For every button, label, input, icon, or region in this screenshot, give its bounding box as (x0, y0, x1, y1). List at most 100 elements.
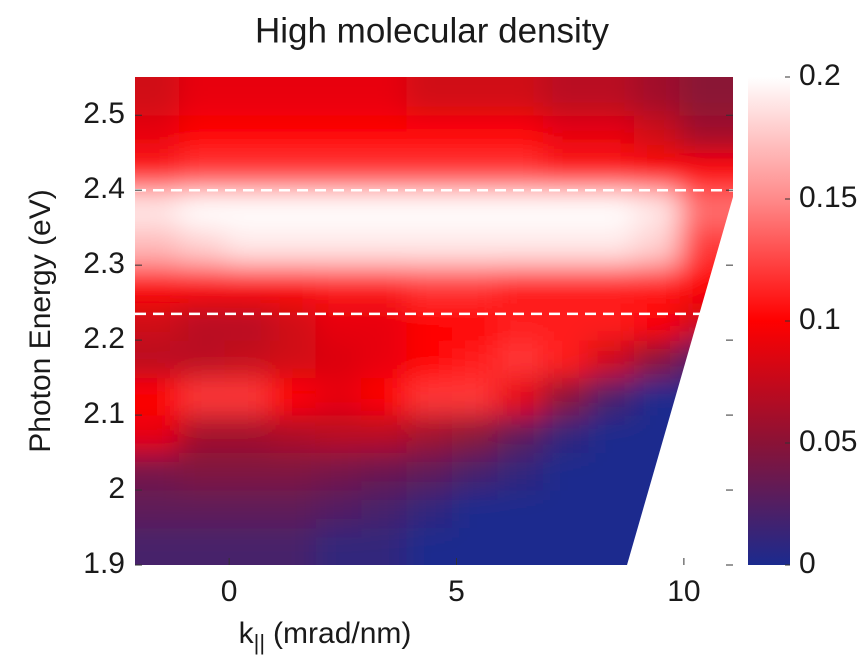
heat-cell (542, 152, 589, 191)
heat-cell (270, 152, 317, 191)
heat-cell (497, 527, 544, 565)
heat-cell (542, 452, 589, 491)
heat-cell (542, 340, 589, 379)
heat-cell (270, 227, 317, 266)
heat-cell (679, 152, 733, 191)
heat-cell (270, 265, 317, 304)
heat-cell (315, 302, 362, 341)
heat-cell (451, 77, 498, 116)
y-axis-label: Photon Energy (eV) (24, 189, 57, 452)
heat-cell (588, 302, 635, 341)
heat-cell (224, 265, 271, 304)
heat-cell (315, 115, 362, 154)
heat-cell (497, 490, 544, 529)
heat-cell (270, 452, 317, 491)
heat-cell (135, 77, 180, 116)
heat-cell (315, 265, 362, 304)
heat-cell (361, 340, 407, 379)
heat-cell (270, 340, 317, 379)
heat-cell (451, 340, 498, 379)
heat-cell (179, 340, 226, 379)
heat-cell (542, 490, 589, 529)
heat-cell (406, 452, 453, 491)
heat-cell (451, 527, 498, 565)
heat-cell (135, 227, 180, 266)
heat-cell (542, 527, 589, 565)
heat-cell (179, 377, 226, 416)
heat-cell (497, 190, 544, 229)
heat-cell (135, 490, 180, 529)
colorbar (748, 77, 790, 565)
heat-cell (633, 190, 680, 229)
heat-cell (179, 452, 226, 491)
heat-cell (588, 77, 635, 116)
heat-cell (588, 152, 635, 191)
heat-cell (224, 490, 271, 529)
heat-cell (542, 265, 589, 304)
heat-cell (451, 415, 498, 454)
heat-cell (135, 415, 180, 454)
heat-cell (361, 452, 407, 491)
heat-cell (224, 227, 271, 266)
heat-cell (497, 77, 544, 116)
heat-cell (451, 227, 498, 266)
heat-cell (588, 340, 635, 379)
heat-cell (497, 152, 544, 191)
heat-cell (179, 152, 226, 191)
heat-cell (135, 340, 180, 379)
colorbar-tick-label: 0.05 (799, 425, 857, 458)
heat-cell (179, 527, 226, 565)
heat-cell (679, 77, 733, 116)
heat-cell (451, 377, 498, 416)
x-axis-label: k|| (mrad/nm) (239, 617, 412, 655)
heat-cell (542, 77, 589, 116)
heat-cell (315, 340, 362, 379)
colorbar-tick-label: 0.15 (799, 181, 857, 214)
heat-cell (406, 77, 453, 116)
colorbar-tick-label: 0 (799, 547, 816, 580)
heat-cell (361, 490, 407, 529)
no-data-region (627, 197, 733, 565)
heat-cell (542, 415, 589, 454)
heat-cell (224, 115, 271, 154)
heat-cell (361, 527, 407, 565)
heat-cell (406, 190, 453, 229)
heat-cell (135, 190, 180, 229)
heat-cell (497, 302, 544, 341)
heat-cell (542, 377, 589, 416)
heatmap (135, 77, 733, 565)
heat-cell (361, 77, 407, 116)
heat-cell (406, 415, 453, 454)
y-tick-label: 2.4 (83, 172, 125, 205)
heat-cell (451, 302, 498, 341)
heat-cell (588, 227, 635, 266)
heat-cell (633, 340, 680, 379)
heat-cell (588, 490, 635, 529)
heat-cell (224, 452, 271, 491)
heat-cell (224, 377, 271, 416)
heat-cell (497, 227, 544, 266)
heat-cell (315, 490, 362, 529)
heat-cell (588, 452, 635, 491)
heat-cell (179, 415, 226, 454)
x-tick-label: 5 (448, 575, 465, 608)
x-label-symbol: k (239, 617, 255, 650)
heat-cell (270, 490, 317, 529)
heat-cell (315, 190, 362, 229)
heat-cell (451, 265, 498, 304)
heat-cell (135, 115, 180, 154)
heat-cell (497, 415, 544, 454)
heat-cell (406, 115, 453, 154)
heat-cell (542, 115, 589, 154)
heat-cell (361, 415, 407, 454)
heat-cell (451, 452, 498, 491)
heat-cell (135, 152, 180, 191)
heat-cell (135, 302, 180, 341)
y-tick-label: 1.9 (83, 547, 125, 580)
heat-cell (179, 302, 226, 341)
heat-cell (270, 77, 317, 116)
heat-cell (270, 115, 317, 154)
heat-cell (315, 527, 362, 565)
y-tick-label: 2 (108, 472, 125, 505)
heat-cell (361, 265, 407, 304)
